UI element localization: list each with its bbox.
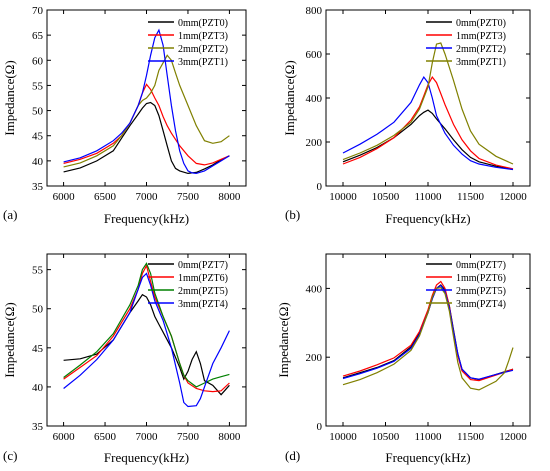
y-tick-label: 55 (32, 80, 44, 92)
series-line-4 (342, 42, 514, 165)
series-line-3 (63, 262, 230, 388)
x-tick-label: 11500 (457, 191, 485, 203)
x-tick-label: 11500 (457, 431, 485, 443)
y-tick-label: 0 (317, 421, 323, 433)
legend-label: 2mm(PZT5) (456, 286, 506, 297)
x-tick-label: 10500 (372, 431, 400, 443)
y-tick-label: 400 (306, 283, 323, 295)
x-tick-label: 12000 (499, 191, 527, 203)
y-tick-label: 35 (32, 181, 44, 193)
x-axis-label: Frequency(kHz) (104, 211, 189, 226)
series-line-3 (63, 54, 230, 168)
legend-label: 2mm(PZT2) (178, 44, 228, 55)
x-tick-label: 7500 (177, 191, 200, 203)
x-tick-label: 8000 (218, 431, 241, 443)
x-tick-label: 6500 (94, 431, 117, 443)
x-tick-label: 6000 (53, 431, 76, 443)
x-tick-label: 7500 (177, 431, 200, 443)
legend-label: 2mm(PZT2) (456, 44, 506, 55)
y-tick-label: 40 (32, 382, 44, 394)
legend-label: 0mm(PZT0) (178, 18, 228, 29)
chart-panel: 6000 6500 7000 7500 8000 35 40 45 50 55 60 65 70 0mm(… (2, 5, 247, 226)
x-tick-label: 8000 (218, 191, 241, 203)
y-tick-label: 45 (32, 343, 44, 355)
y-tick-label: 200 (306, 137, 323, 149)
panel-label: (d) (285, 448, 300, 463)
series-line-2 (342, 280, 514, 382)
chart-panel: 10000 10500 11000 11500 12000 0 200 400 600 800 0m… (282, 5, 531, 226)
x-tick-label: 12000 (499, 431, 527, 443)
y-tick-label: 35 (32, 421, 44, 433)
legend-label: 3mm(PZT1) (456, 57, 506, 68)
y-tick-label: 600 (306, 49, 323, 61)
y-axis-label: Impedance(Ω) (282, 60, 297, 135)
x-tick-label: 7000 (136, 191, 159, 203)
series-line-3 (342, 76, 514, 171)
legend-label: 1mm(PZT3) (456, 31, 506, 42)
x-tick-label: 10000 (329, 191, 357, 203)
x-tick-label: 6500 (94, 191, 117, 203)
y-tick-label: 800 (306, 5, 323, 17)
y-tick-label: 70 (32, 5, 44, 17)
legend-label: 0mm(PZT0) (456, 18, 506, 29)
legend-label: 1mm(PZT6) (456, 273, 506, 284)
x-tick-label: 11000 (414, 431, 442, 443)
y-tick-label: 65 (32, 30, 44, 42)
series-line-4 (63, 28, 230, 175)
y-tick-label: 60 (32, 55, 44, 67)
x-tick-label: 11000 (414, 191, 442, 203)
y-tick-label: 40 (32, 156, 44, 168)
x-axis-label: Frequency(kHz) (104, 450, 189, 465)
panel-label: (b) (285, 207, 300, 222)
y-tick-label: 55 (32, 265, 44, 277)
y-axis-label: Impedance(Ω) (2, 60, 17, 135)
chart-panel: 6000 6500 7000 7500 8000 35 40 45 50 55 0mm(PZT7) 1… (2, 253, 247, 465)
series-line-4 (342, 287, 514, 391)
y-tick-label: 50 (32, 304, 44, 316)
y-axis-label: Impedance(Ω) (276, 302, 291, 377)
x-axis-label: Frequency(kHz) (385, 211, 470, 226)
y-axis-label: Impedance(Ω) (2, 302, 17, 377)
series-line-4 (63, 272, 230, 408)
series-line-2 (342, 76, 514, 170)
y-tick-label: 50 (32, 106, 44, 118)
panel-label: (c) (3, 448, 17, 463)
y-tick-label: 200 (306, 352, 323, 364)
series-line-1 (63, 101, 230, 175)
x-tick-label: 10000 (329, 431, 357, 443)
chart-panel: 10000 10500 11000 11500 12000 0 200 400 0mm(PZT7… (276, 253, 531, 465)
y-tick-label: 45 (32, 131, 44, 143)
legend-label: 3mm(PZT1) (178, 57, 228, 68)
legend-label: 3mm(PZT4) (456, 299, 506, 310)
y-tick-label: 400 (306, 93, 323, 105)
legend-label: 0mm(PZT7) (456, 260, 506, 271)
legend-label: 0mm(PZT7) (178, 260, 228, 271)
x-tick-label: 6000 (53, 191, 76, 203)
y-tick-label: 0 (317, 181, 323, 193)
x-tick-label: 10500 (372, 191, 400, 203)
panel-label: (a) (3, 207, 17, 222)
x-tick-label: 7000 (136, 431, 159, 443)
series-line-3 (342, 284, 514, 380)
legend-label: 1mm(PZT3) (178, 31, 228, 42)
series-line-2 (63, 264, 230, 393)
series-line-2 (63, 83, 230, 166)
legend-label: 1mm(PZT6) (178, 273, 228, 284)
legend-label: 2mm(PZT5) (178, 286, 228, 297)
legend-label: 3mm(PZT4) (178, 299, 228, 310)
x-axis-label: Frequency(kHz) (385, 450, 470, 465)
